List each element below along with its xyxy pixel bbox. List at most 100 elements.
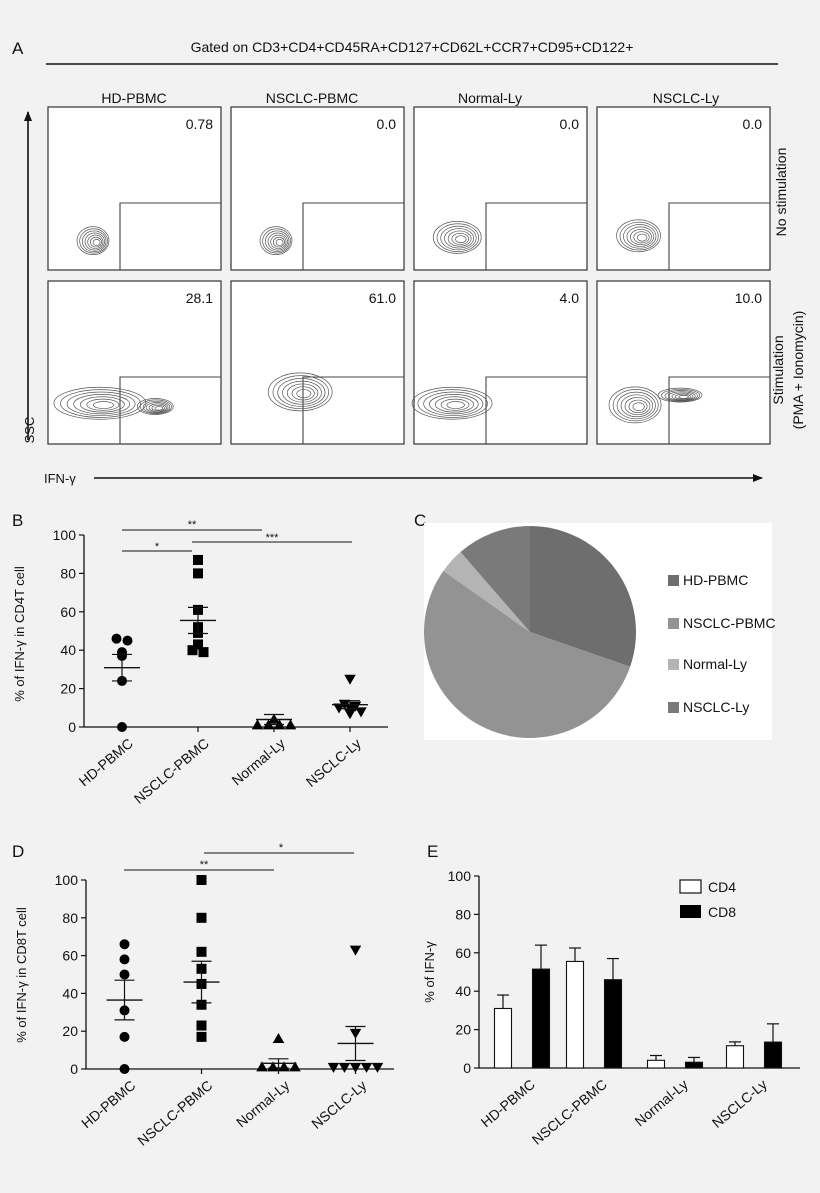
data-point-square: [187, 645, 198, 656]
gate-percentage: 0.0: [377, 116, 397, 132]
panel-c-pie: [423, 526, 636, 739]
row-label-no-stimulation: No stimulation: [773, 148, 789, 237]
panel-d-ylabel: % of IFN-γ in CD8T cell: [14, 907, 29, 1043]
contour-line: [434, 396, 475, 413]
panel-a-title: Gated on CD3+CD4+CD45RA+CD127+CD62L+CCR7…: [191, 39, 634, 55]
contour-line: [148, 403, 167, 412]
pie-slice-nsclc-pbmc: [423, 570, 631, 739]
flow-plot-nsclc-ly-row1: 0.0: [596, 106, 771, 271]
data-point-triangle-down: [333, 703, 345, 714]
bar-group-hd-pbmc: HD-PBMC: [478, 944, 551, 1130]
data-point-triangle-down: [371, 1062, 384, 1073]
contour-line: [142, 400, 171, 414]
bar-cd4: [725, 1045, 745, 1069]
contour-line: [440, 225, 477, 251]
panel-b-ylabel: % of IFN-γ in CD4T cell: [12, 566, 27, 702]
data-point-triangle-up: [251, 719, 264, 730]
y-tick-label: 0: [463, 1060, 471, 1076]
y-tick-label: 20: [455, 1022, 471, 1038]
flow-plot-hd-pbmc-row1: 0.78: [47, 106, 222, 271]
ifn-positive-gate: [668, 202, 770, 270]
data-point-circle: [119, 939, 130, 950]
panel-b-letter: B: [12, 511, 23, 530]
contour-line: [275, 239, 284, 246]
contour-line: [76, 226, 110, 256]
data-point-square: [196, 1031, 207, 1042]
contour-line: [678, 395, 689, 399]
col-label-hd-pbmc: HD-PBMC: [101, 90, 166, 106]
bar-cd4: [646, 1059, 666, 1069]
contour-line: [154, 406, 164, 411]
group-normal-ly: Normal-Ly: [229, 713, 297, 788]
y-tick-label: 0: [70, 1061, 78, 1077]
contour-line: [657, 387, 703, 403]
contour-line: [620, 394, 654, 418]
sig-label-hd-normal-d: **: [200, 859, 209, 871]
contour-line: [73, 394, 131, 415]
contour-line: [264, 230, 290, 252]
x-tick-label: Normal-Ly: [233, 1077, 292, 1130]
group-hd-pbmc: HD-PBMC: [76, 633, 140, 789]
contour-line: [79, 228, 108, 254]
legend-swatch-hd-pbmc: [668, 575, 679, 586]
panel-c-legend: HD-PBMC NSCLC-PBMC Normal-Ly NSCLC-Ly: [668, 572, 776, 715]
contour-line: [451, 232, 470, 245]
flow-plot-normal-ly-row2: 4.0: [411, 280, 588, 445]
group-nsclc-pbmc: NSCLC-PBMC: [131, 554, 216, 807]
data-point-triangle-down: [355, 707, 367, 718]
contour-line: [436, 223, 480, 252]
contour-line: [423, 391, 484, 417]
data-point-triangle-down: [344, 709, 356, 720]
contour-line: [84, 232, 105, 251]
contour-line: [81, 230, 107, 252]
panel-d-significance: ** *: [124, 842, 354, 871]
data-point-square: [193, 554, 203, 565]
group-nsclc-ly: NSCLC-Ly: [303, 674, 368, 790]
x-tick-label: HD-PBMC: [78, 1077, 138, 1131]
x-tick-label: Normal-Ly: [229, 735, 288, 788]
data-point-square: [196, 875, 207, 885]
bar-cd8: [763, 1041, 783, 1069]
contour-line: [90, 236, 102, 248]
y-tick-label: 0: [68, 719, 76, 735]
y-tick-label: 60: [60, 604, 76, 620]
contour-line: [616, 219, 661, 253]
gate-percentage: 0.0: [743, 116, 763, 132]
legend-swatch-nsclc-ly: [668, 702, 679, 713]
legend-swatch-normal-ly: [668, 659, 679, 670]
flow-plot-hd-pbmc-row2: 28.1: [47, 280, 222, 445]
data-point-triangle-down: [349, 1062, 362, 1073]
contour-line: [668, 391, 696, 401]
bar-cd8: [684, 1061, 704, 1069]
panel-e-letter: E: [427, 842, 438, 861]
contour-line: [136, 398, 174, 415]
contour-line: [630, 228, 652, 246]
contour-line: [267, 232, 288, 251]
y-tick-label: 80: [60, 565, 76, 581]
data-point-triangle-down: [349, 945, 362, 956]
x-tick-label: Normal-Ly: [632, 1076, 691, 1129]
panel-a-letter: A: [12, 39, 24, 58]
gate-percentage: 61.0: [369, 290, 396, 306]
panel-e: E % of IFN-γ 0 20 40 60 80 100 HD-PBMCNSCLC-PB…: [422, 842, 800, 1148]
data-point-square: [193, 639, 203, 650]
contour-line: [272, 375, 329, 410]
legend-label-hd-pbmc: HD-PBMC: [683, 572, 748, 588]
ifn-positive-gate: [485, 376, 587, 444]
contour-line: [66, 391, 136, 417]
contour-line: [440, 398, 470, 411]
contour-line: [139, 399, 172, 415]
bar-cd4: [565, 960, 585, 1069]
flow-plot-frame: [230, 280, 405, 445]
contour-line: [259, 226, 293, 256]
panel-a: A Gated on CD3+CD4+CD45RA+CD127+CD62L+CC…: [12, 39, 806, 486]
contour-line: [296, 389, 312, 399]
ifn-positive-gate: [485, 202, 587, 270]
row-label-stimulation: Stimulation: [770, 335, 786, 404]
y-tick-label: 100: [55, 872, 79, 888]
y-tick-label: 20: [62, 1023, 78, 1039]
